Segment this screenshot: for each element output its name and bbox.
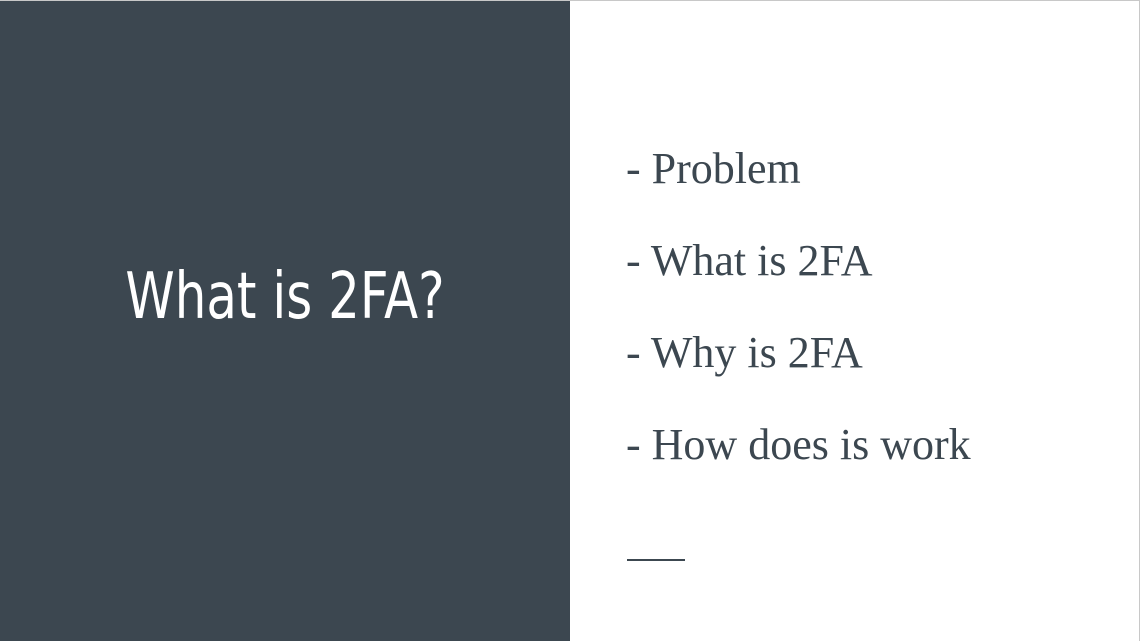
bullet-list: - Problem - What is 2FA - Why is 2FA - H… (626, 141, 971, 509)
accent-divider (627, 559, 685, 561)
bullet-item-how: - How does is work (626, 420, 971, 469)
bullet-item-why: - Why is 2FA (626, 328, 863, 377)
bullet-item-problem: - Problem (626, 144, 801, 193)
bullet-item-what: - What is 2FA (626, 236, 873, 285)
title-panel: What is 2FA? (0, 1, 570, 641)
slide-title: What is 2FA? (125, 260, 445, 334)
